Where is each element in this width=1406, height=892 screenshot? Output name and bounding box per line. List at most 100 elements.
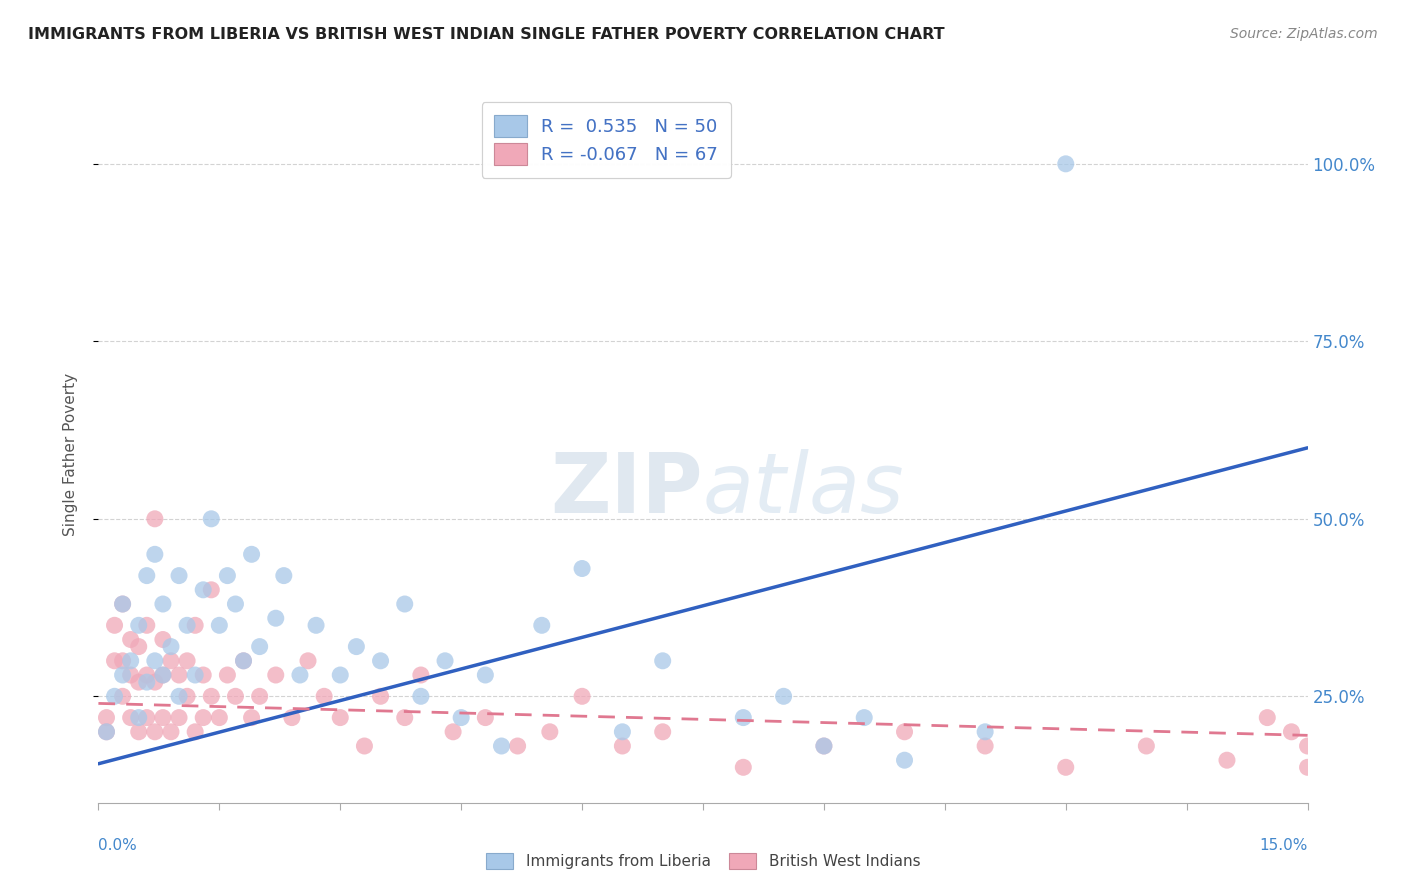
Point — [152, 668, 174, 682]
Point — [160, 640, 183, 654]
Point — [160, 724, 183, 739]
Point — [273, 568, 295, 582]
Point — [111, 654, 134, 668]
Text: atlas: atlas — [703, 450, 904, 530]
Point — [813, 739, 835, 753]
Point — [394, 710, 416, 724]
Point — [152, 710, 174, 724]
Point — [184, 724, 207, 739]
Point — [200, 582, 222, 597]
Point — [208, 618, 231, 632]
Point — [135, 675, 157, 690]
Point — [128, 710, 150, 724]
Point — [1054, 157, 1077, 171]
Point — [249, 690, 271, 704]
Point — [1281, 724, 1303, 739]
Point — [135, 568, 157, 582]
Point — [409, 668, 432, 682]
Point — [167, 690, 190, 704]
Point — [974, 739, 997, 753]
Point — [288, 668, 311, 682]
Point — [128, 724, 150, 739]
Point — [506, 739, 529, 753]
Point — [143, 675, 166, 690]
Point — [128, 640, 150, 654]
Point — [571, 561, 593, 575]
Point — [1256, 710, 1278, 724]
Point — [120, 710, 142, 724]
Point — [193, 582, 215, 597]
Point — [103, 690, 125, 704]
Point — [111, 668, 134, 682]
Point — [651, 654, 673, 668]
Point — [111, 597, 134, 611]
Point — [217, 668, 239, 682]
Point — [1296, 739, 1319, 753]
Point — [450, 710, 472, 724]
Point — [264, 611, 287, 625]
Point — [143, 724, 166, 739]
Text: IMMIGRANTS FROM LIBERIA VS BRITISH WEST INDIAN SINGLE FATHER POVERTY CORRELATION: IMMIGRANTS FROM LIBERIA VS BRITISH WEST … — [28, 27, 945, 42]
Point — [249, 640, 271, 654]
Point — [314, 690, 336, 704]
Point — [474, 668, 496, 682]
Point — [329, 710, 352, 724]
Point — [152, 597, 174, 611]
Point — [128, 675, 150, 690]
Point — [184, 618, 207, 632]
Point — [135, 710, 157, 724]
Point — [813, 739, 835, 753]
Point — [103, 618, 125, 632]
Text: 0.0%: 0.0% — [98, 838, 138, 854]
Point — [152, 668, 174, 682]
Point — [538, 724, 561, 739]
Point — [1135, 739, 1157, 753]
Point — [370, 690, 392, 704]
Point — [208, 710, 231, 724]
Point — [281, 710, 304, 724]
Point — [733, 710, 755, 724]
Point — [651, 724, 673, 739]
Point — [1054, 760, 1077, 774]
Point — [135, 668, 157, 682]
Point — [240, 710, 263, 724]
Point — [120, 632, 142, 647]
Point — [1296, 760, 1319, 774]
Text: 15.0%: 15.0% — [1260, 838, 1308, 854]
Point — [344, 640, 367, 654]
Point — [224, 597, 246, 611]
Point — [200, 512, 222, 526]
Point — [160, 654, 183, 668]
Point — [240, 547, 263, 561]
Point — [853, 710, 876, 724]
Point — [176, 618, 198, 632]
Point — [394, 597, 416, 611]
Point — [111, 690, 134, 704]
Point — [193, 710, 215, 724]
Legend: Immigrants from Liberia, British West Indians: Immigrants from Liberia, British West In… — [479, 847, 927, 875]
Point — [167, 668, 190, 682]
Point — [232, 654, 254, 668]
Point — [491, 739, 513, 753]
Point — [370, 654, 392, 668]
Point — [96, 724, 118, 739]
Point — [120, 668, 142, 682]
Point — [409, 690, 432, 704]
Point — [893, 753, 915, 767]
Point — [974, 724, 997, 739]
Point — [474, 710, 496, 724]
Point — [135, 618, 157, 632]
Point — [167, 710, 190, 724]
Point — [224, 690, 246, 704]
Text: ZIP: ZIP — [551, 450, 703, 530]
Point — [232, 654, 254, 668]
Point — [434, 654, 457, 668]
Point — [733, 760, 755, 774]
Point — [167, 568, 190, 582]
Y-axis label: Single Father Poverty: Single Father Poverty — [63, 374, 77, 536]
Point — [176, 690, 198, 704]
Point — [200, 690, 222, 704]
Point — [571, 690, 593, 704]
Point — [152, 632, 174, 647]
Point — [893, 724, 915, 739]
